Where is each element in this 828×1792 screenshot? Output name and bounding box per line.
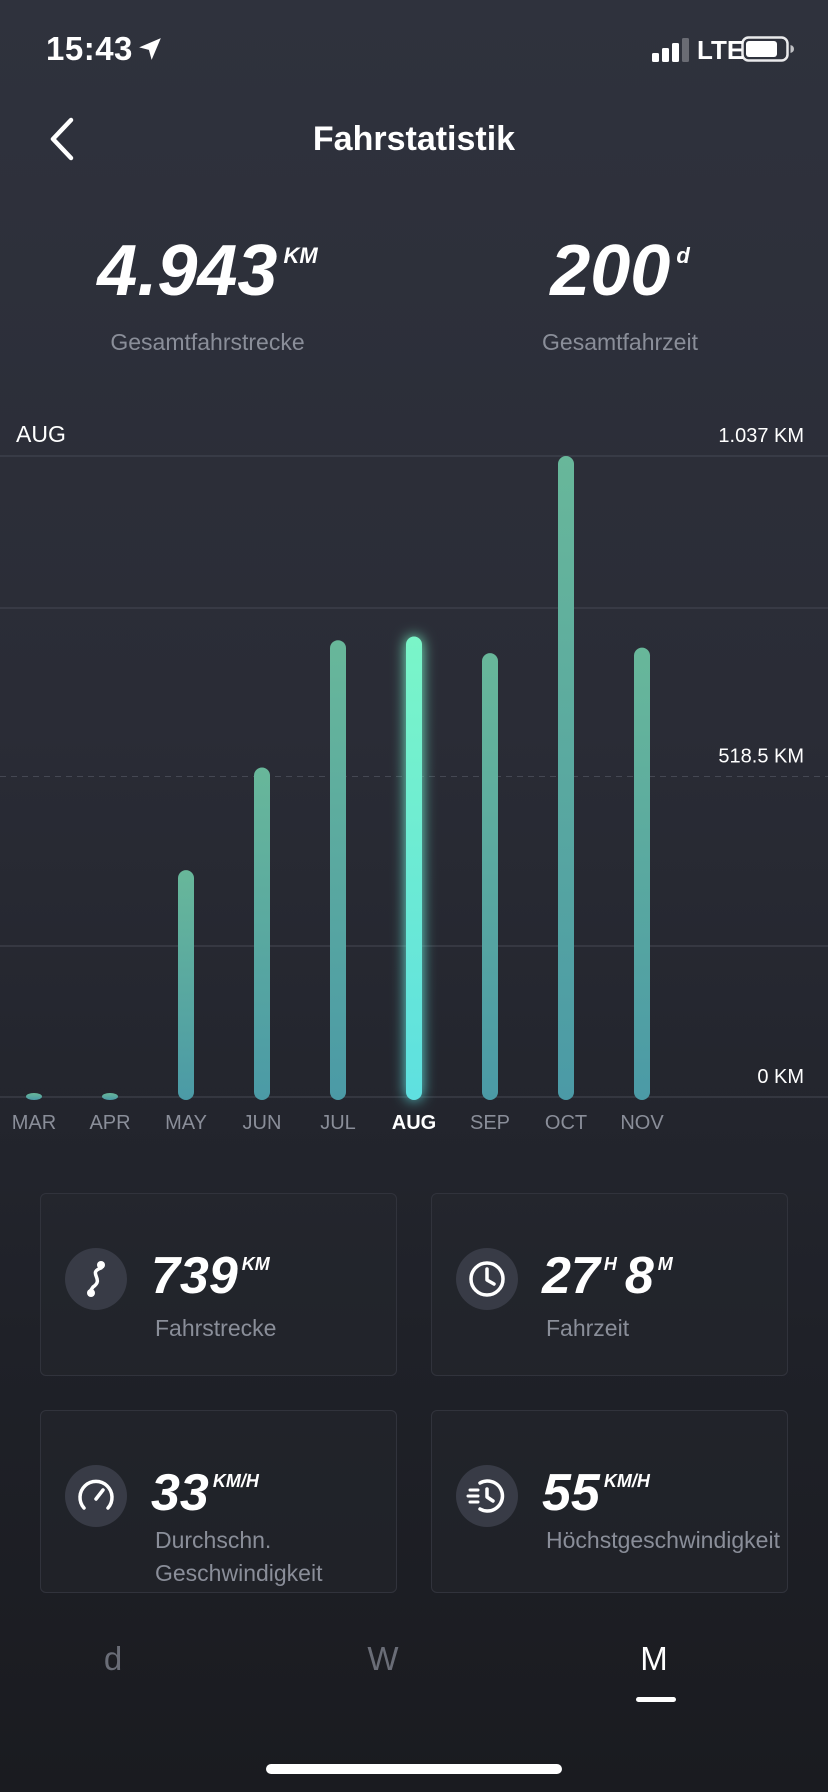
back-button[interactable] — [36, 110, 96, 170]
card-avg-speed-label: Durchschn. Geschwindigkeit — [155, 1527, 323, 1586]
card-duration-label: Fahrzeit — [546, 1315, 630, 1341]
y-tick-label: 0 KM — [757, 1066, 804, 1088]
speedometer-icon — [65, 1465, 127, 1527]
route-icon — [65, 1248, 127, 1310]
x-tick-label-mar[interactable]: MAR — [12, 1112, 56, 1134]
x-tick-label-sep[interactable]: SEP — [470, 1112, 510, 1134]
clock-icon — [456, 1248, 518, 1310]
chart-selected-label: AUG — [16, 421, 66, 447]
card-max-speed: 55 KM/H Höchstgeschwindigkeit — [431, 1410, 788, 1593]
card-avg-speed-value-group: 33 KM/H — [151, 1467, 267, 1519]
card-duration-hours-value: 27 — [542, 1247, 600, 1305]
bar-aug[interactable] — [406, 636, 422, 1100]
bar-oct[interactable] — [558, 456, 574, 1100]
card-distance-value: 739 — [151, 1247, 238, 1305]
x-tick-label-oct[interactable]: OCT — [545, 1112, 587, 1134]
card-distance-value-group: 739 KM — [151, 1250, 278, 1302]
x-tick-label-apr[interactable]: APR — [89, 1112, 130, 1134]
total-time-label: Gesamtfahrzeit — [542, 329, 698, 355]
card-distance: 739 KM Fahrstrecke — [40, 1193, 397, 1376]
network-type: LTE — [697, 35, 745, 65]
status-time: 15:43 — [46, 30, 133, 67]
y-tick-label: 518.5 KM — [718, 746, 804, 768]
monthly-distance-chart[interactable]: AUG 1.037 KM 518.5 KM 0 KM MAR APR MAY JUN JUL AU… — [0, 415, 828, 1135]
bar-mar[interactable] — [26, 1093, 42, 1100]
speed-timer-icon — [456, 1465, 518, 1527]
tab-week[interactable]: W — [367, 1640, 399, 1677]
battery-icon — [741, 36, 794, 62]
card-max-speed-label: Höchstgeschwindigkeit — [546, 1527, 780, 1553]
active-tab-indicator — [636, 1697, 676, 1702]
bar-sep[interactable] — [482, 653, 498, 1100]
total-time: 200 d Gesamtfahrzeit — [480, 235, 760, 356]
bar-may[interactable] — [178, 870, 194, 1100]
card-distance-label: Fahrstrecke — [155, 1315, 277, 1341]
total-distance-value: 4.943 — [97, 231, 278, 311]
x-tick-label-jul[interactable]: JUL — [320, 1112, 356, 1134]
card-max-speed-value-group: 55 KM/H — [542, 1467, 658, 1519]
card-max-speed-unit: KM/H — [603, 1471, 650, 1491]
card-duration-hours-unit: H — [603, 1254, 617, 1274]
card-avg-speed-unit: KM/H — [212, 1471, 259, 1491]
signal-strength-icon — [652, 38, 689, 62]
x-tick-label-jun[interactable]: JUN — [243, 1112, 282, 1134]
card-max-speed-value: 55 — [542, 1464, 600, 1522]
bar-jun[interactable] — [254, 767, 270, 1100]
bar-apr[interactable] — [102, 1093, 118, 1100]
tab-day[interactable]: d — [103, 1640, 123, 1677]
card-duration-value-group: 27 H 8 M — [542, 1250, 681, 1302]
card-duration-minutes-unit: M — [657, 1254, 673, 1274]
status-bar: 15:43 LTE — [0, 0, 828, 100]
bar-nov[interactable] — [634, 647, 650, 1100]
x-tick-label-aug[interactable]: AUG — [392, 1112, 436, 1134]
y-tick-label: 1.037 KM — [718, 425, 804, 447]
total-time-unit: d — [676, 243, 690, 268]
location-arrow-icon — [139, 38, 161, 60]
total-time-value: 200 — [550, 231, 671, 311]
card-distance-unit: KM — [241, 1254, 270, 1274]
total-distance-label: Gesamtfahrstrecke — [110, 329, 305, 355]
bar-jul[interactable] — [330, 640, 346, 1100]
card-duration: 27 H 8 M Fahrzeit — [431, 1193, 788, 1376]
tab-month[interactable]: M — [640, 1640, 668, 1677]
chart-bars[interactable] — [26, 456, 650, 1100]
x-tick-label-nov[interactable]: NOV — [620, 1112, 664, 1134]
home-indicator[interactable] — [266, 1764, 562, 1774]
x-tick-label-may[interactable]: MAY — [165, 1112, 207, 1134]
chart-labels: AUG 1.037 KM 518.5 KM 0 KM MAR APR MAY JUN JUL AU… — [12, 421, 804, 1134]
total-distance-unit: KM — [283, 243, 318, 268]
total-distance: 4.943 KM Gesamtfahrstrecke — [60, 235, 355, 356]
page-title: Fahrstatistik — [312, 120, 516, 158]
card-duration-minutes-value: 8 — [624, 1247, 654, 1305]
card-avg-speed: 33 KM/H Durchschn. Geschwindigkeit — [40, 1410, 397, 1593]
card-avg-speed-value: 33 — [151, 1464, 209, 1522]
